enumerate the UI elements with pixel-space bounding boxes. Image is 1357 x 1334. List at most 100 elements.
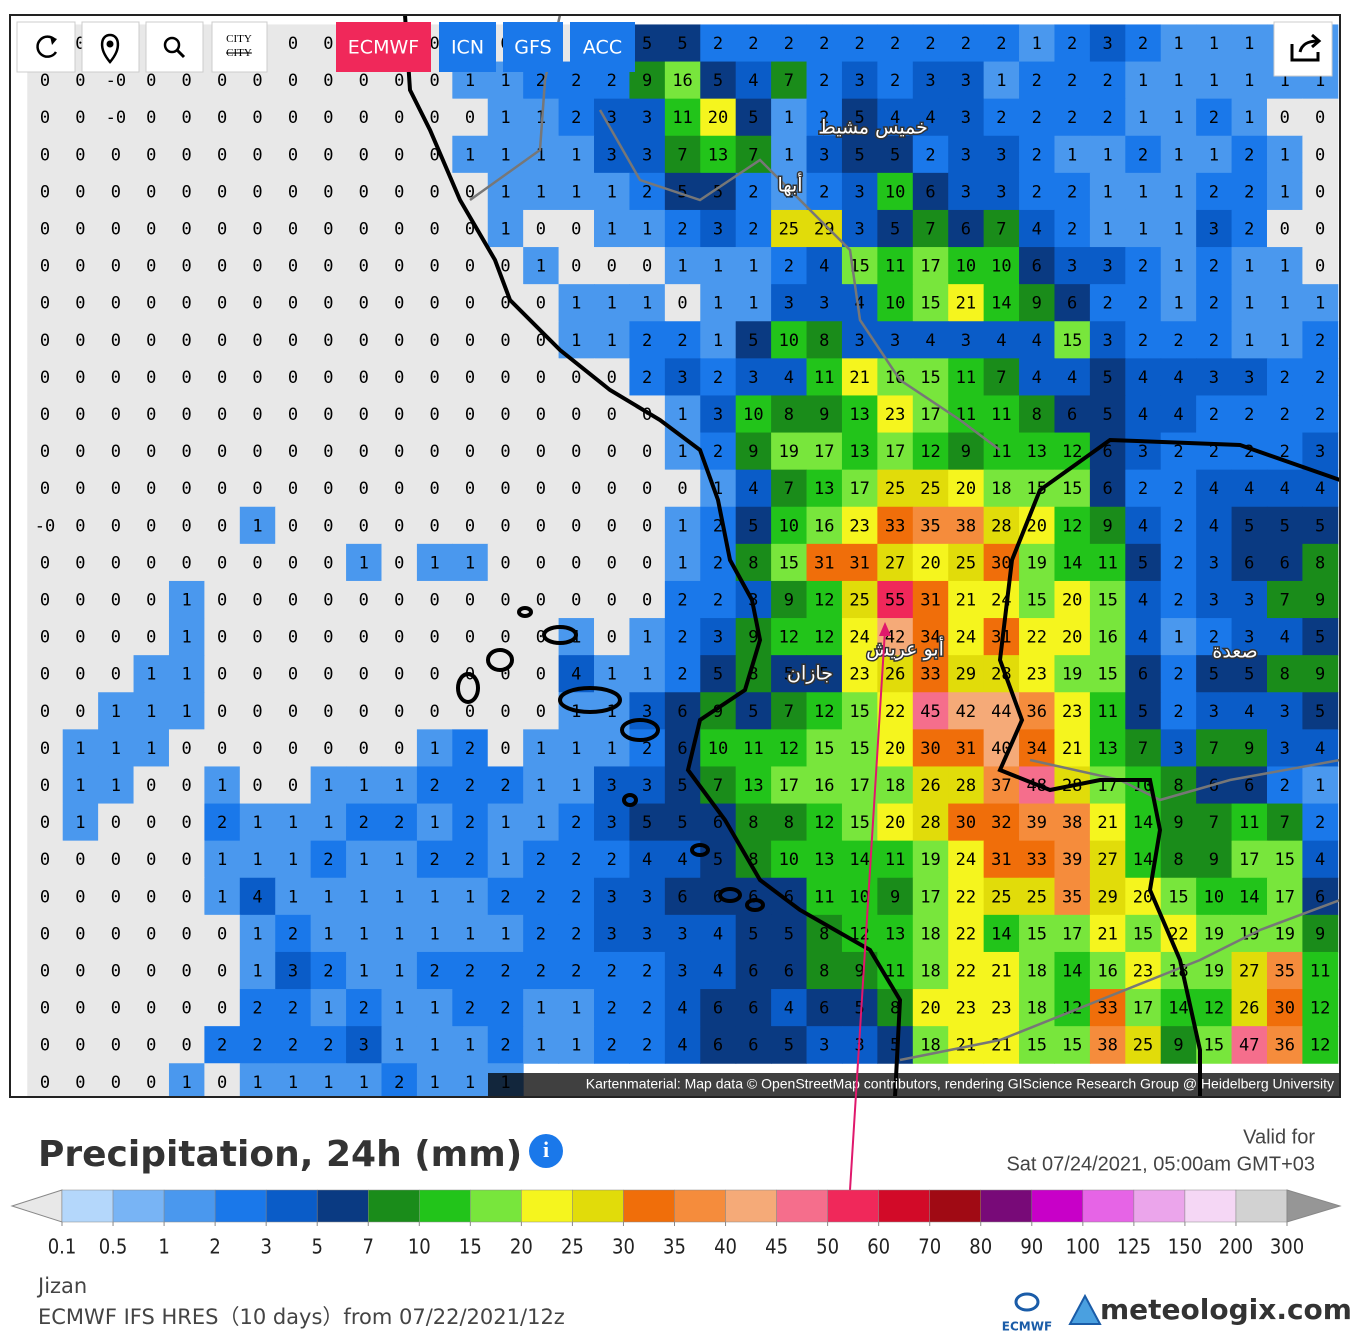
model-button[interactable] bbox=[439, 22, 496, 72]
legend-swatch bbox=[265, 1189, 318, 1223]
precip-cell bbox=[346, 284, 382, 322]
precip-value: 0 bbox=[677, 294, 687, 314]
precip-cell bbox=[1019, 655, 1055, 693]
info-button[interactable] bbox=[529, 1134, 563, 1168]
precip-value: 0 bbox=[1280, 220, 1290, 240]
precip-value: 0 bbox=[217, 739, 227, 759]
precip-value: 1 bbox=[288, 850, 298, 870]
precip-cell bbox=[416, 951, 453, 990]
precip-cell bbox=[133, 358, 170, 396]
precip-value: 5 bbox=[855, 145, 865, 165]
precip-cell bbox=[594, 135, 630, 174]
precip-value: 26 bbox=[885, 665, 905, 685]
precip-value: 0 bbox=[571, 442, 581, 462]
precip-value: 13 bbox=[1097, 739, 1117, 759]
precip-cell bbox=[1231, 284, 1268, 322]
precip-value: 1 bbox=[429, 739, 439, 759]
precip-value: 2 bbox=[1067, 34, 1077, 54]
color-legend: 0.1 0.5 1 2 3 5 7 10 15 20 25 30 35 40 45 50 60 70 80 90 100… bbox=[10, 1189, 1342, 1259]
share-button[interactable] bbox=[1273, 21, 1333, 77]
precip-cell bbox=[771, 729, 808, 767]
precip-value: 3 bbox=[855, 220, 865, 240]
precip-value: 0 bbox=[571, 368, 581, 388]
precip-value: 8 bbox=[748, 665, 758, 685]
zoom-button[interactable] bbox=[145, 21, 204, 73]
precip-value: 0 bbox=[75, 1073, 85, 1093]
precip-cell bbox=[629, 580, 666, 619]
precip-value: 19 bbox=[1062, 665, 1082, 685]
precip-cell bbox=[1196, 877, 1233, 916]
precip-value: 26 bbox=[1239, 999, 1259, 1019]
precip-cell bbox=[98, 1026, 135, 1064]
meteologix-text[interactable]: meteologix.com bbox=[1100, 1293, 1352, 1326]
model-button[interactable] bbox=[336, 22, 431, 72]
precip-value: 0 bbox=[288, 516, 298, 536]
precip-cell bbox=[806, 469, 843, 508]
precip-value: 0 bbox=[465, 220, 475, 240]
precip-value: 0 bbox=[252, 628, 262, 648]
precip-cell bbox=[1089, 914, 1126, 953]
precip-value: 0 bbox=[394, 591, 404, 611]
precip-cell bbox=[1125, 543, 1162, 582]
precip-value: 0 bbox=[146, 368, 156, 388]
precip-cell bbox=[133, 840, 170, 879]
precip-cell bbox=[735, 358, 772, 396]
precip-value: 0 bbox=[182, 108, 192, 128]
precip-value: 4 bbox=[855, 294, 865, 314]
precip-value: 0 bbox=[500, 405, 510, 425]
precip-value: 7 bbox=[784, 71, 794, 91]
city-button[interactable] bbox=[211, 21, 268, 73]
precip-value: 1 bbox=[1102, 145, 1112, 165]
precip-cell bbox=[62, 98, 99, 137]
precip-cell bbox=[133, 209, 170, 248]
precip-value: 0 bbox=[40, 368, 50, 388]
precip-value: 4 bbox=[252, 887, 262, 907]
precip-value: 5 bbox=[642, 34, 652, 54]
precip-cell bbox=[1019, 247, 1055, 285]
precip-cell bbox=[487, 469, 524, 508]
legend-swatch bbox=[725, 1189, 777, 1223]
map[interactable]: 000000000000000005522222222212321111100-… bbox=[27, 15, 1340, 1101]
precip-value: 1 bbox=[784, 145, 794, 165]
precip-value: 0 bbox=[1315, 220, 1325, 240]
precip-cell bbox=[381, 580, 418, 619]
precip-cell bbox=[168, 395, 205, 434]
legend-tick-label: 125 bbox=[1117, 1235, 1151, 1259]
precip-cell bbox=[558, 543, 595, 582]
precip-cell bbox=[1266, 469, 1303, 508]
precip-value: 55 bbox=[885, 591, 905, 611]
precip-value: 0 bbox=[642, 591, 652, 611]
precip-value: 1 bbox=[394, 1036, 404, 1056]
precip-value: 0 bbox=[217, 331, 227, 351]
precip-cell bbox=[310, 580, 347, 619]
precip-cell bbox=[771, 358, 808, 396]
precip-value: 6 bbox=[784, 887, 794, 907]
precip-value: 0 bbox=[607, 553, 617, 573]
precip-value: 2 bbox=[394, 1073, 404, 1093]
precip-cell bbox=[168, 321, 205, 359]
precip-cell bbox=[771, 98, 808, 137]
model-button[interactable] bbox=[503, 22, 563, 72]
precip-value: 0 bbox=[111, 368, 121, 388]
precip-value: 2 bbox=[571, 924, 581, 944]
precip-value: 0 bbox=[536, 628, 546, 648]
precip-value: 27 bbox=[1239, 962, 1259, 982]
precip-value: 6 bbox=[1138, 665, 1148, 685]
precip-cell bbox=[1160, 729, 1197, 767]
precip-value: 0 bbox=[323, 108, 333, 128]
precip-cell bbox=[98, 877, 135, 916]
precip-value: 5 bbox=[748, 516, 758, 536]
precip-value: 0 bbox=[252, 368, 262, 388]
precip-cell bbox=[310, 840, 347, 879]
precip-cell bbox=[700, 209, 737, 248]
precip-cell bbox=[806, 358, 843, 396]
precip-cell bbox=[735, 914, 772, 953]
precip-cell bbox=[1302, 172, 1339, 211]
model-button[interactable] bbox=[570, 22, 635, 72]
precip-cell bbox=[1089, 247, 1126, 285]
precip-value: 33 bbox=[1097, 999, 1117, 1019]
precip-cell bbox=[204, 321, 241, 359]
precip-value: 2 bbox=[465, 739, 475, 759]
reload-button[interactable] bbox=[16, 21, 76, 73]
coastline bbox=[403, 15, 903, 1097]
